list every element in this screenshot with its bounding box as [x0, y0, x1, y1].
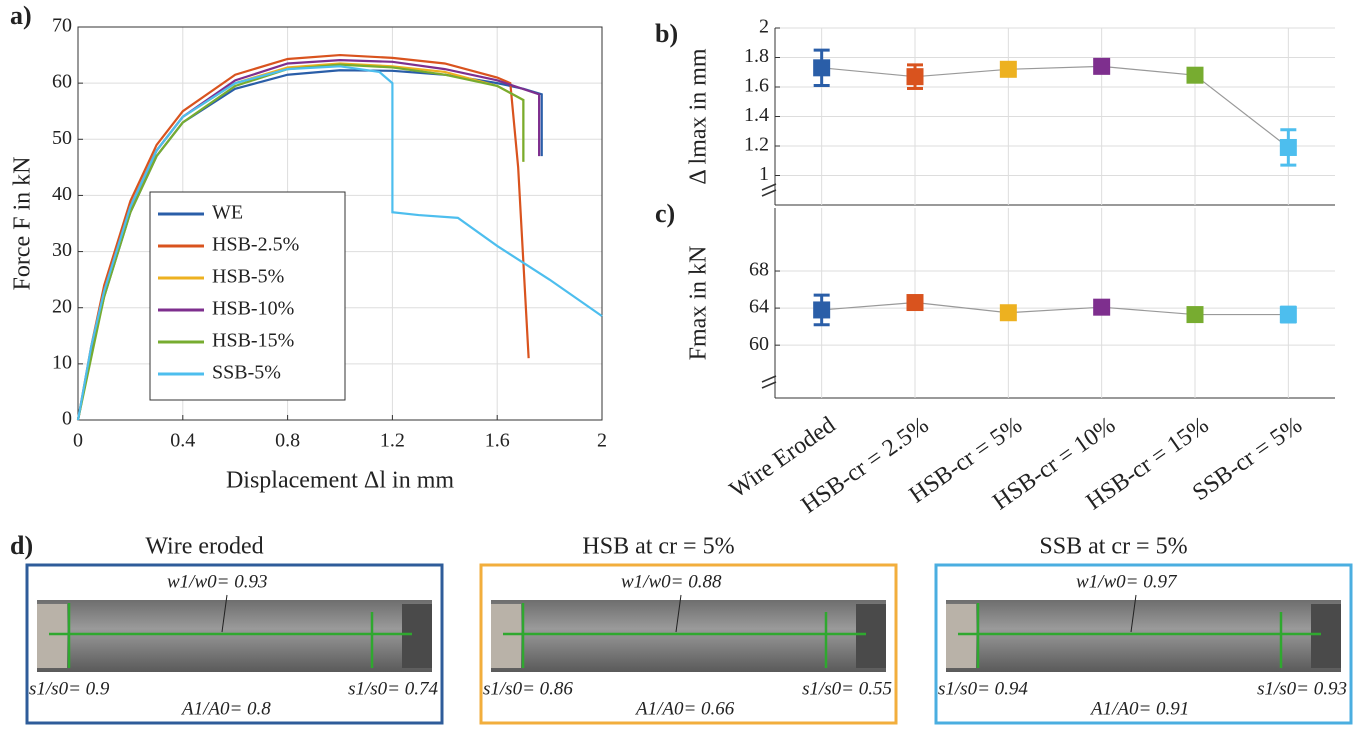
marker [1279, 306, 1297, 324]
y-tick-label: 10 [52, 351, 72, 373]
marker [1279, 138, 1297, 156]
y-tick-label: 60 [749, 333, 769, 355]
leader [221, 594, 228, 633]
marker [906, 294, 924, 312]
thickness-right: s1/s0= 0.74 [348, 678, 438, 699]
marker [1093, 57, 1111, 75]
y-axis-label: Fmax in kN [686, 246, 712, 361]
y-tick-label: 60 [52, 71, 72, 93]
specimen-end [402, 604, 432, 668]
marker [1093, 298, 1111, 316]
panel-title: SSB at cr = 5% [1039, 534, 1187, 560]
y-axis-label: Force F in kN [10, 157, 36, 291]
panel-label: b) [655, 19, 678, 48]
y-axis-label: Δ lmax in mm [686, 48, 712, 184]
area-ratio: A1/A0= 0.8 [180, 698, 271, 719]
marker [813, 59, 831, 77]
y-tick-label: 68 [749, 259, 769, 281]
x-tick-label: 0 [73, 430, 83, 452]
series-line [76, 65, 603, 421]
thickness-right: s1/s0= 0.93 [1257, 678, 1347, 699]
specimen-end [37, 604, 67, 668]
specimen-end [491, 604, 521, 668]
y-tick-label: 50 [52, 127, 72, 149]
x-tick-label: 0.4 [170, 430, 195, 452]
marker [906, 68, 924, 86]
marker [813, 301, 831, 319]
y-tick-label: 0 [62, 408, 72, 430]
legend-label: HSB-5% [212, 266, 284, 288]
marker [1186, 306, 1204, 324]
y-tick-label: 70 [52, 15, 72, 37]
specimen-end [1311, 604, 1341, 668]
thickness-left: s1/s0= 0.86 [483, 678, 573, 699]
x-tick-label: 1.6 [485, 430, 510, 452]
specimen-photo [37, 600, 432, 672]
y-tick-label: 1.6 [744, 75, 769, 97]
leader [675, 594, 682, 633]
y-tick-label: 2 [759, 16, 769, 38]
legend-label: SSB-5% [212, 362, 281, 384]
y-tick-label: 1 [759, 163, 769, 185]
panel-label: c) [655, 199, 675, 228]
y-tick-label: 40 [52, 183, 72, 205]
y-tick-label: 1.8 [744, 45, 769, 67]
specimen-end [946, 604, 976, 668]
thickness-left: s1/s0= 0.94 [938, 678, 1028, 699]
thickness-left: s1/s0= 0.9 [29, 678, 110, 699]
panel-label: a) [10, 1, 32, 30]
y-tick-label: 1.2 [744, 134, 769, 156]
width-ratio: w1/w0= 0.93 [167, 571, 267, 592]
panel-label: d) [10, 531, 33, 560]
legend-label: HSB-2.5% [212, 234, 299, 256]
x-tick-label: 2 [597, 430, 607, 452]
x-axis-label: Displacement Δl in mm [226, 468, 454, 494]
x-tick-label: 1.2 [380, 430, 405, 452]
area-ratio: A1/A0= 0.91 [1089, 698, 1189, 719]
marker [1186, 66, 1204, 84]
trend-line [821, 65, 1289, 148]
specimen-photo [946, 600, 1341, 672]
series-line [76, 63, 525, 421]
axis-break [761, 183, 777, 389]
area-ratio: A1/A0= 0.66 [634, 698, 735, 719]
panel-title: HSB at cr = 5% [582, 534, 734, 560]
legend-box [149, 191, 346, 401]
y-tick-label: 1.4 [744, 104, 769, 126]
width-ratio: w1/w0= 0.88 [621, 571, 722, 592]
thickness-right: s1/s0= 0.55 [802, 678, 892, 699]
trend-line [821, 301, 1289, 316]
panel-title: Wire eroded [145, 534, 263, 560]
marker [999, 304, 1017, 322]
width-ratio: w1/w0= 0.97 [1076, 571, 1178, 592]
y-tick-label: 64 [749, 296, 769, 318]
y-tick-label: 20 [52, 295, 72, 317]
series-line [76, 53, 530, 421]
marker [999, 60, 1017, 78]
plot-frame [77, 26, 603, 421]
specimen-photo [491, 600, 886, 672]
x-tick-label: 0.8 [275, 430, 300, 452]
legend-label: HSB-10% [212, 298, 294, 320]
specimen-end [856, 604, 886, 668]
y-tick-label: 30 [52, 239, 72, 261]
legend-label: HSB-15% [212, 330, 294, 352]
leader [1130, 594, 1137, 633]
legend-label: WE [212, 202, 243, 224]
